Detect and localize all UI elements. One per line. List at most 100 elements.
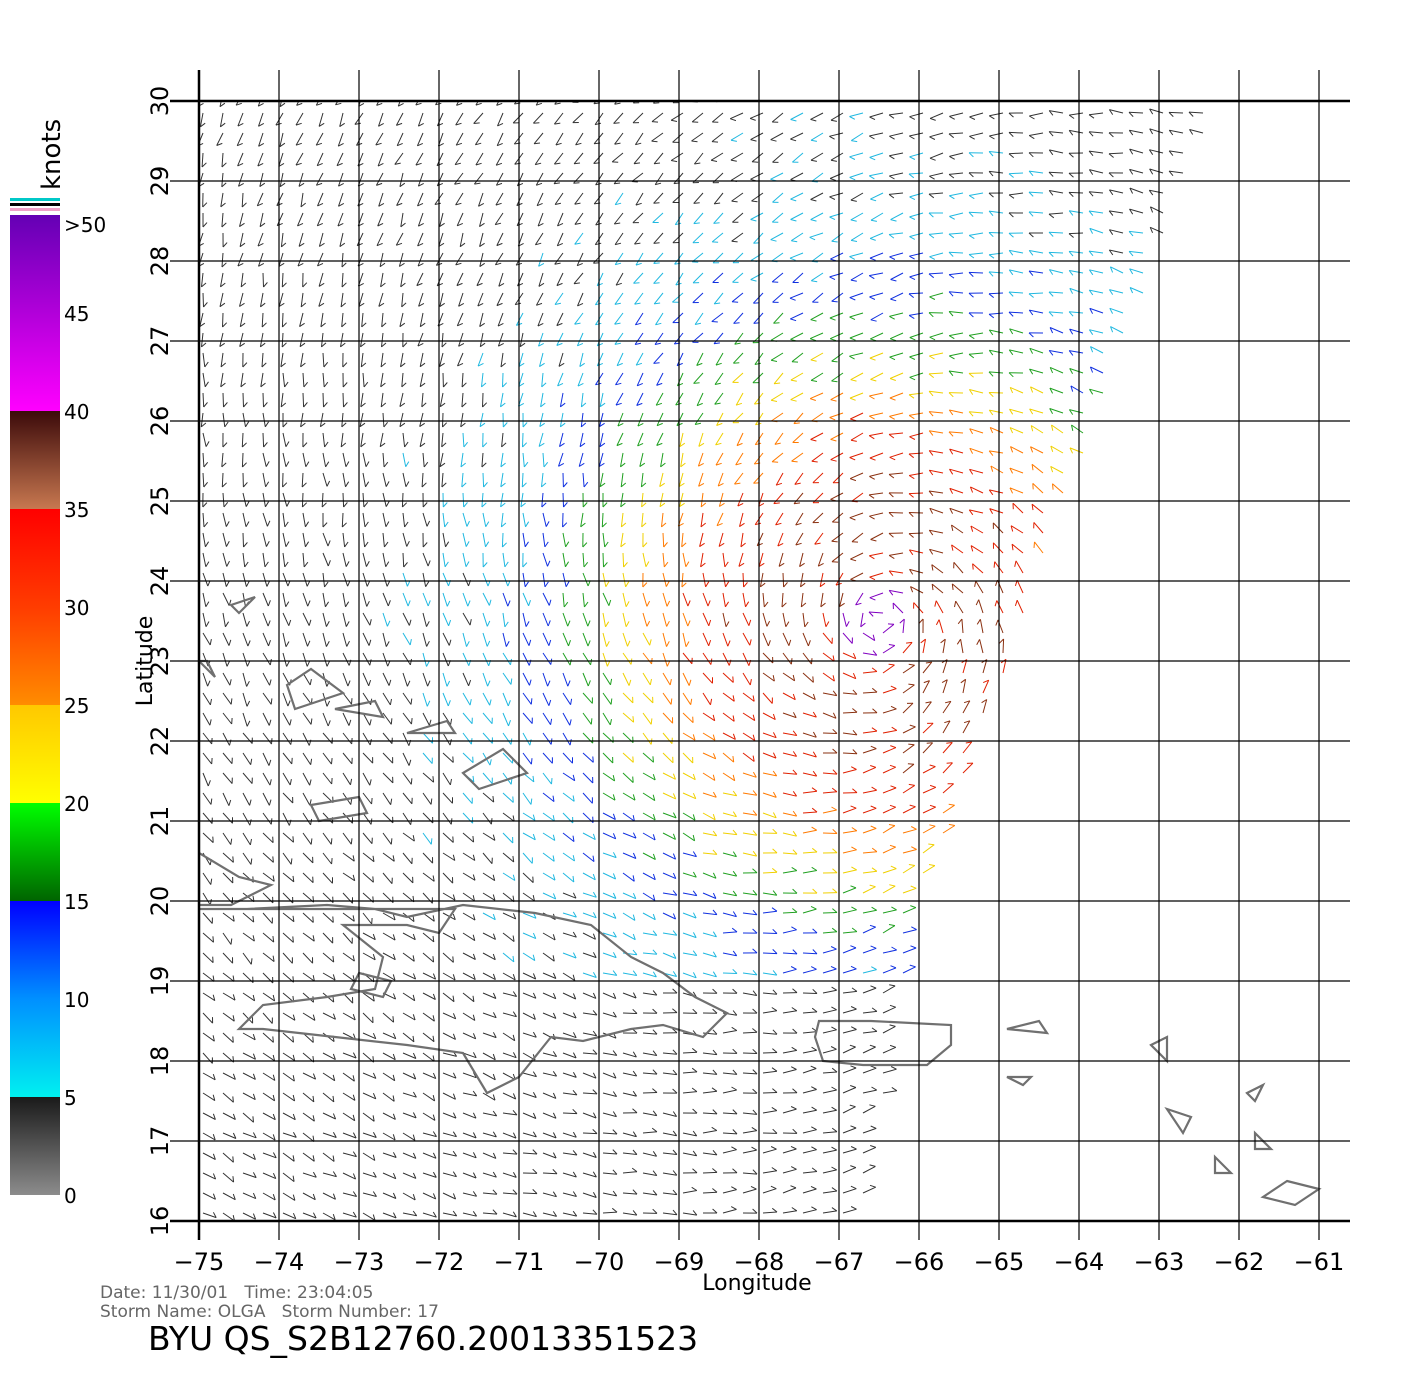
- wind-barb: [339, 232, 344, 247]
- wind-barb: [573, 172, 584, 184]
- wind-barb: [862, 748, 877, 754]
- wind-barb: [317, 192, 324, 207]
- wind-barb-flag: [263, 282, 268, 288]
- wind-barb: [656, 412, 664, 426]
- wind-barb: [889, 589, 904, 594]
- wind-barb: [762, 892, 777, 896]
- wind-barb-flag: [541, 482, 547, 488]
- wind-barb: [702, 1171, 718, 1174]
- wind-barb: [929, 132, 944, 138]
- wind-barb-flag: [432, 1193, 437, 1200]
- wind-barb-flag: [888, 234, 895, 239]
- wind-barb-flag: [380, 282, 386, 288]
- wind-barb: [202, 1192, 216, 1200]
- wind-barb: [522, 1112, 537, 1119]
- wind-barb-flag: [632, 794, 636, 801]
- wind-barb: [1090, 346, 1104, 354]
- wind-barb: [502, 1192, 518, 1195]
- wind-barb-flag: [212, 1113, 216, 1120]
- wind-barb: [202, 892, 211, 906]
- wind-barb: [802, 811, 818, 814]
- wind-barb-flag: [1129, 208, 1134, 215]
- wind-barb: [242, 492, 247, 507]
- wind-barb: [282, 632, 287, 647]
- wind-barb: [602, 772, 615, 782]
- wind-barb-flag: [243, 542, 248, 548]
- wind-barb: [501, 532, 504, 548]
- wind-barb: [622, 672, 630, 686]
- wind-barb-flag: [990, 97, 996, 100]
- wind-barb-flag: [288, 619, 292, 626]
- wind-barb-flag: [472, 775, 475, 782]
- wind-barb: [942, 659, 948, 674]
- wind-barb-flag: [516, 222, 523, 227]
- wind-barb: [602, 992, 617, 1000]
- wind-barb-flag: [421, 402, 427, 408]
- wind-barb: [240, 272, 244, 287]
- wind-barb: [222, 392, 224, 408]
- wind-barb-flag: [849, 1044, 856, 1048]
- wind-barb: [855, 592, 864, 606]
- wind-barb-flag: [949, 215, 955, 220]
- wind-barb: [482, 912, 496, 921]
- wind-barb: [1049, 327, 1064, 334]
- wind-barb-flag: [205, 561, 210, 567]
- wind-barb: [322, 1112, 336, 1120]
- wind-barb: [1150, 206, 1164, 214]
- wind-barb: [842, 1106, 856, 1114]
- wind-barb: [439, 212, 444, 227]
- wind-barb: [482, 792, 495, 803]
- wind-barb: [541, 472, 544, 487]
- wind-barb: [862, 987, 877, 994]
- wind-barb-flag: [712, 1188, 718, 1193]
- wind-barb: [670, 152, 684, 161]
- longitude-tick-label: −64: [1054, 1248, 1105, 1276]
- wind-barb: [360, 432, 364, 447]
- wind-barb: [702, 752, 716, 760]
- wind-barb: [850, 212, 864, 221]
- wind-barb: [462, 1132, 477, 1139]
- wind-barb-flag: [1109, 266, 1114, 273]
- wind-barb: [462, 652, 470, 666]
- wind-barb-flag: [372, 1131, 377, 1138]
- wind-barb: [929, 507, 944, 514]
- wind-barb-flag: [497, 142, 503, 147]
- wind-barb: [989, 349, 1004, 354]
- wind-barb: [1070, 385, 1084, 394]
- wind-barb: [682, 1212, 697, 1216]
- wind-barb-flag: [468, 679, 472, 686]
- wind-barb-flag: [492, 1209, 498, 1215]
- wind-barb-flag: [285, 461, 290, 467]
- wind-barb: [602, 1172, 617, 1175]
- wind-barb: [1069, 91, 1083, 93]
- wind-barb: [1030, 425, 1044, 434]
- wind-barb-flag: [327, 720, 331, 727]
- wind-barb-flag: [272, 1036, 274, 1043]
- wind-barb-flag: [672, 1209, 678, 1216]
- wind-barb: [711, 312, 724, 322]
- wind-barb-flag: [681, 582, 687, 588]
- wind-barb: [622, 852, 637, 859]
- wind-barb-flag: [205, 441, 210, 447]
- wind-barb: [822, 1131, 837, 1134]
- wind-barb-flag: [428, 719, 432, 726]
- wind-barb-flag: [968, 509, 974, 516]
- wind-barb: [660, 452, 664, 467]
- wind-barb-flag: [406, 540, 410, 547]
- wind-barb-flag: [554, 102, 561, 105]
- wind-barb-flag: [910, 586, 914, 593]
- wind-barb-flag: [401, 382, 407, 388]
- wind-barb-flag: [472, 953, 476, 960]
- wind-barb-flag: [948, 311, 954, 317]
- wind-barb: [417, 212, 424, 227]
- wind-barb-flag: [772, 732, 777, 738]
- wind-barb-flag: [811, 1086, 817, 1090]
- wind-barb: [340, 332, 344, 347]
- wind-barb: [502, 1092, 516, 1100]
- wind-barb: [556, 272, 564, 286]
- wind-barb-flag: [558, 462, 565, 467]
- wind-barb: [762, 752, 777, 759]
- wind-barb: [1029, 309, 1044, 314]
- wind-barb: [362, 1152, 376, 1161]
- wind-barb: [862, 766, 877, 774]
